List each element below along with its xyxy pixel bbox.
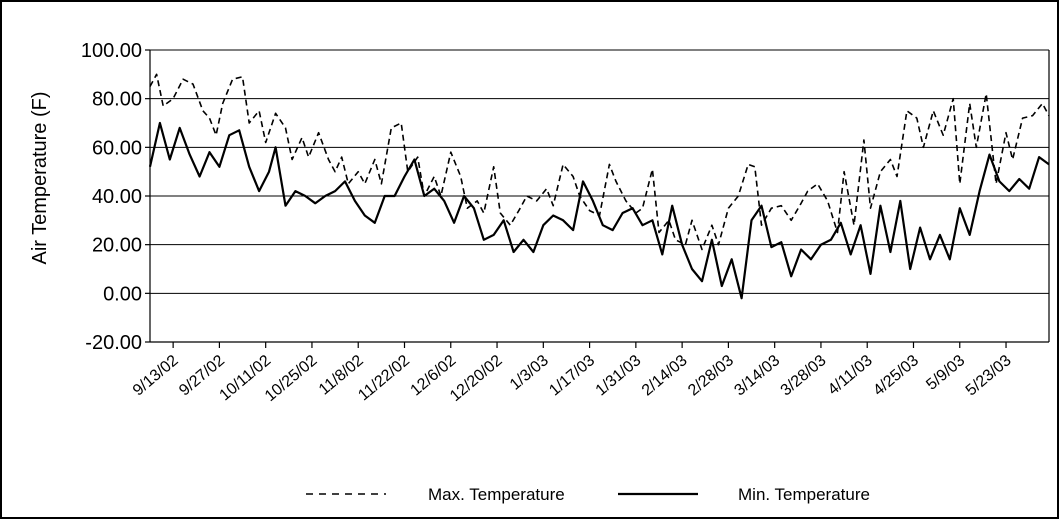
y-axis-label: Air Temperature (F) — [29, 91, 51, 264]
series-lines — [148, 73, 1050, 300]
legend-label-min-temperature: Min. Temperature — [738, 485, 870, 504]
y-tick-label: 20.00 — [92, 235, 142, 257]
y-tick-label: -20.00 — [85, 332, 142, 354]
y-tick-label: 40.00 — [92, 186, 142, 208]
axes — [145, 49, 1050, 348]
legend-label-max-temperature: Max. Temperature — [428, 485, 565, 504]
series-line-max-temperature — [149, 73, 1050, 251]
gridlines — [150, 49, 1049, 294]
y-tick-label: 60.00 — [92, 137, 142, 159]
y-tick-label: 80.00 — [92, 89, 142, 111]
legend: Max. Temperature Min. Temperature — [306, 485, 870, 504]
y-tick-label: 100.00 — [81, 40, 142, 62]
y-tick-label: 0.00 — [103, 283, 142, 305]
series-line-min-temperature — [148, 121, 1050, 300]
y-tick-labels: 100.00 80.00 60.00 40.00 20.00 0.00 -20.00 — [81, 40, 142, 354]
